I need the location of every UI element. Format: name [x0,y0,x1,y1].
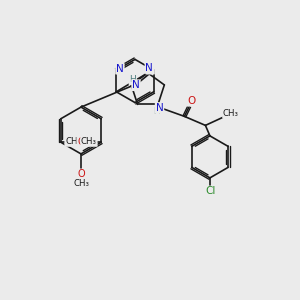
Text: O: O [77,137,85,147]
Text: N: N [146,64,154,74]
Text: CH₃: CH₃ [65,137,81,146]
Text: O: O [187,96,195,106]
Text: N: N [132,80,140,90]
Text: CH₃: CH₃ [223,109,239,118]
Text: N: N [146,63,153,73]
Text: CH₃: CH₃ [73,178,89,188]
Text: O: O [77,169,85,179]
Text: CH₃: CH₃ [81,137,97,146]
Text: H: H [153,107,160,116]
Text: O: O [77,137,85,147]
Text: N: N [116,64,124,74]
Text: Cl: Cl [205,186,216,197]
Text: N: N [156,103,164,113]
Text: H: H [129,75,136,84]
